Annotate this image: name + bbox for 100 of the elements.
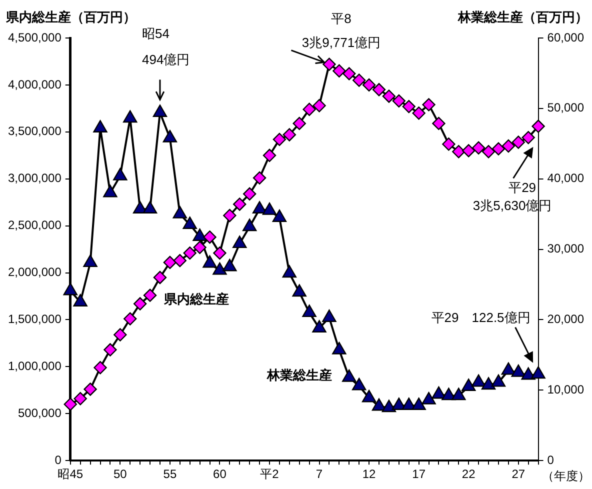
point [63, 282, 78, 296]
point [412, 398, 426, 410]
point [73, 294, 88, 306]
point [322, 58, 336, 71]
point [114, 328, 127, 342]
point [332, 342, 346, 354]
point [113, 168, 128, 180]
point [242, 218, 257, 232]
x-axis-title: （年度） [542, 468, 590, 483]
point [511, 364, 526, 377]
point [173, 254, 186, 268]
y-tick-label: 3,000,000 [8, 171, 62, 186]
point [163, 256, 177, 270]
x-tick-label: 60 [213, 467, 227, 482]
x-tick-label: 17 [412, 467, 426, 482]
point [402, 100, 416, 114]
point [223, 208, 236, 222]
point [482, 145, 496, 158]
point [412, 106, 426, 120]
y2-tick-label: 30,000 [547, 242, 584, 256]
point [532, 120, 545, 133]
y-tick-label: 0 [54, 452, 62, 467]
point [222, 258, 237, 272]
y-tick-label: 4,500,000 [8, 30, 62, 44]
point [182, 216, 197, 229]
y2-axis-title: 林業総生産（百万円） [457, 10, 588, 25]
x-tick-label: 50 [113, 467, 128, 482]
x-tick-label: 平2 [260, 467, 280, 482]
point [272, 210, 287, 222]
y-axis-title: 県内総生産（百万円） [5, 10, 136, 25]
point [372, 83, 386, 96]
point [442, 138, 456, 151]
point [342, 369, 356, 382]
y2-tick-label: 20,000 [547, 312, 584, 326]
point [84, 382, 97, 396]
point [233, 198, 246, 211]
y2-tick-label: 40,000 [547, 171, 584, 186]
point [83, 254, 98, 268]
y-tick-label: 1,000,000 [8, 359, 62, 373]
point [452, 388, 466, 400]
point [382, 400, 396, 412]
point [192, 228, 207, 241]
x-tick-label: 7 [316, 467, 323, 482]
series-label: 林業総生産 [266, 368, 332, 383]
point [522, 130, 535, 144]
point [162, 130, 178, 142]
point [93, 120, 108, 133]
point [481, 377, 496, 390]
point [123, 110, 138, 123]
point [172, 206, 187, 218]
x-tick-label: 昭45 [58, 467, 84, 482]
point [512, 136, 525, 149]
y2-tick-label: 10,000 [547, 382, 584, 396]
point [133, 297, 147, 310]
point [501, 362, 516, 375]
point [332, 64, 346, 78]
point [153, 270, 167, 284]
x-tick-label: 27 [512, 467, 526, 482]
point [462, 378, 476, 391]
point [242, 187, 256, 200]
point [142, 201, 158, 214]
annotation: 平8 3兆9,771億円 [302, 10, 381, 50]
point [302, 102, 316, 116]
point [212, 262, 227, 275]
point [64, 398, 77, 411]
point [382, 90, 396, 103]
point [531, 366, 546, 379]
point [312, 320, 326, 333]
point [262, 202, 277, 215]
point [392, 94, 406, 108]
y-tick-label: 2,000,000 [8, 265, 62, 280]
y2-tick-label: 60,000 [547, 30, 584, 44]
point [183, 246, 196, 260]
annotation: 昭54 494億円 [142, 26, 190, 68]
point [422, 392, 436, 404]
point [104, 343, 117, 356]
point [422, 98, 436, 112]
point [352, 74, 366, 87]
point [521, 367, 536, 380]
point [152, 104, 168, 118]
point [232, 236, 247, 248]
point [193, 240, 206, 254]
series-label: 県内総生産 [163, 292, 230, 307]
point [362, 390, 376, 402]
point [103, 184, 118, 198]
point [322, 310, 336, 322]
y-tick-label: 4,000,000 [8, 77, 62, 92]
point [262, 148, 276, 162]
point [292, 284, 306, 297]
x-tick-label: 55 [163, 467, 177, 482]
point [352, 378, 366, 390]
point [471, 374, 486, 387]
point [272, 132, 286, 146]
x-tick-label: 12 [362, 467, 376, 482]
point [432, 386, 446, 399]
point [74, 392, 87, 406]
point [472, 141, 486, 154]
point [282, 128, 296, 142]
point [143, 288, 157, 302]
point [502, 139, 516, 153]
